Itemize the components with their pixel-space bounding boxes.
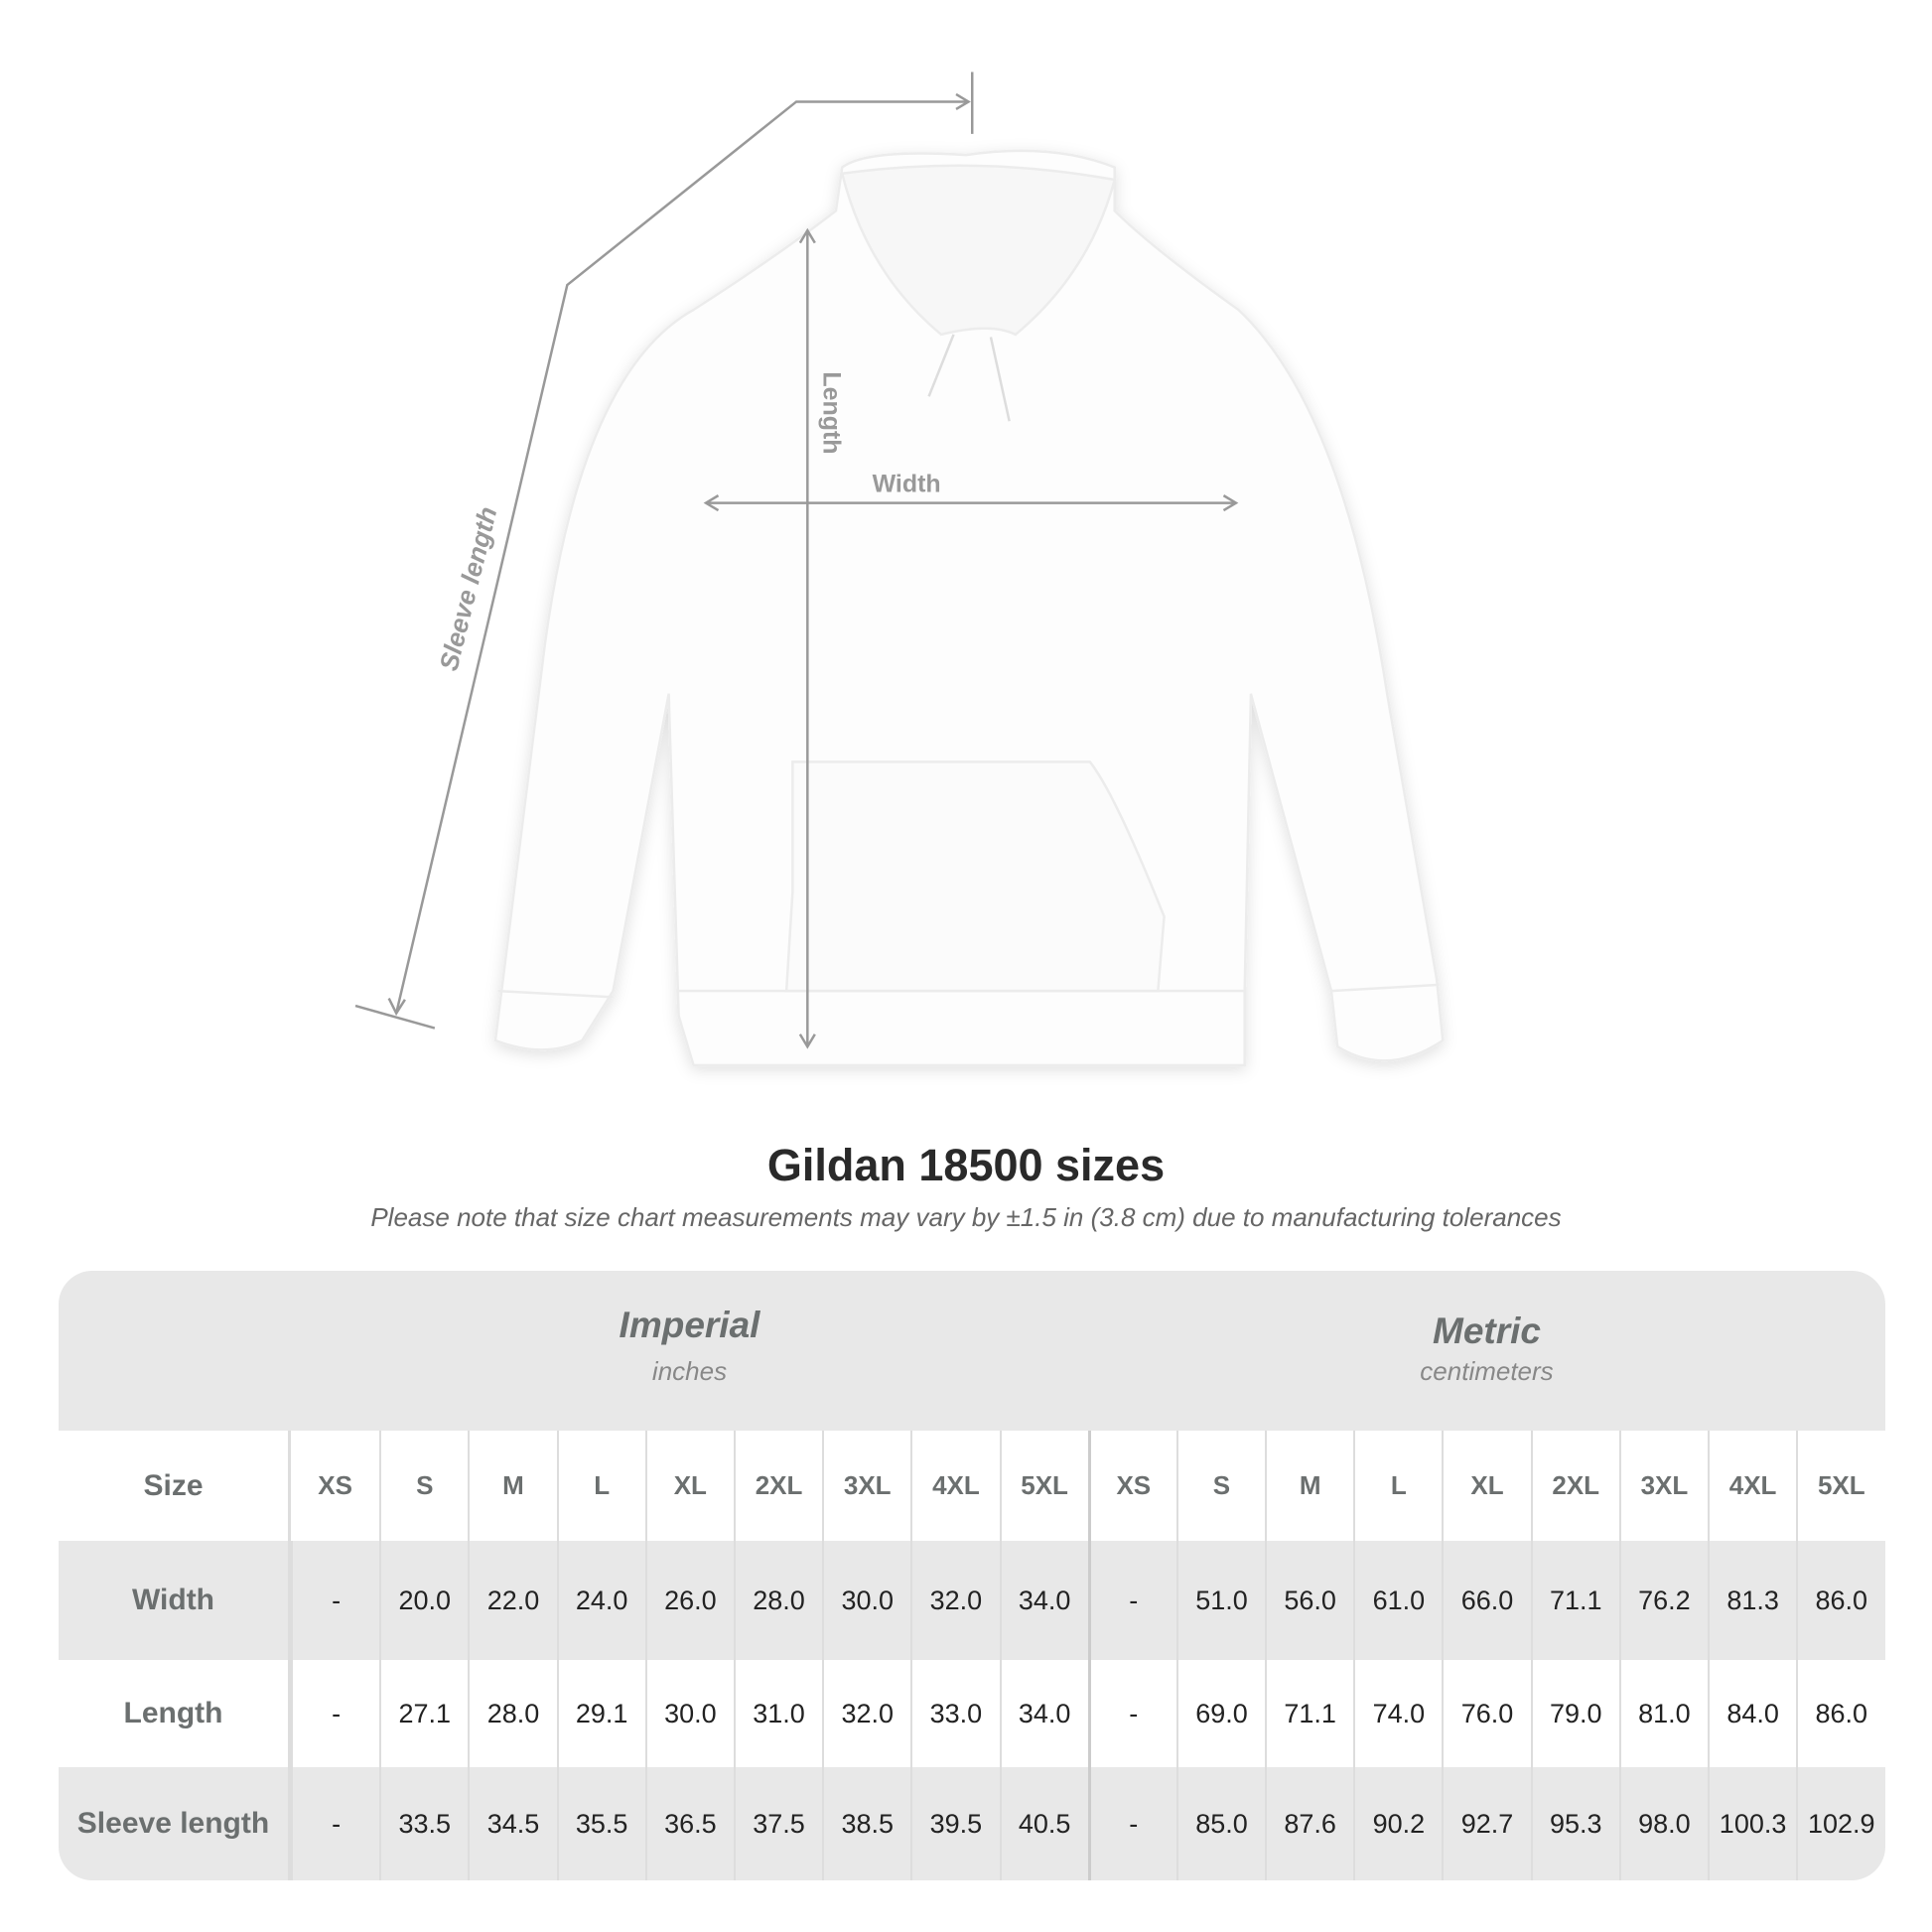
size-header-metric: XS — [1087, 1431, 1176, 1541]
size-header-metric: S — [1175, 1431, 1265, 1541]
value-cell-metric: 51.0 — [1175, 1541, 1265, 1660]
value-cell-imperial: 22.0 — [468, 1541, 556, 1660]
value-cell-imperial: - — [291, 1660, 379, 1767]
value-cell-metric: 92.7 — [1442, 1767, 1530, 1880]
value-cell-imperial: 27.1 — [379, 1660, 468, 1767]
value-cell-metric: 81.0 — [1618, 1660, 1708, 1767]
tolerance-note: Please note that size chart measurements… — [370, 1202, 1562, 1232]
value-cell-metric: - — [1087, 1660, 1176, 1767]
value-cell-metric: 86.0 — [1796, 1660, 1884, 1767]
size-header-metric: L — [1353, 1431, 1442, 1541]
metric-header: Metric centimeters — [1088, 1271, 1885, 1431]
value-cell-metric: 100.3 — [1708, 1767, 1796, 1880]
size-header-metric: XL — [1442, 1431, 1530, 1541]
value-cell-imperial: - — [291, 1767, 379, 1880]
value-cell-imperial: 39.5 — [910, 1767, 999, 1880]
value-cell-imperial: - — [291, 1541, 379, 1660]
imperial-unit: inches — [651, 1356, 728, 1386]
table-row: Width -20.0 22.0 24.0 26.0 28.0 30.0 32.0 34.0-5… — [59, 1541, 1885, 1660]
hoodie-measurement-diagram: Length Width Sleeve length — [354, 71, 1445, 1067]
value-cell-metric: 86.0 — [1796, 1541, 1884, 1660]
value-cell-metric: 71.1 — [1530, 1541, 1619, 1660]
size-table: Imperial inches Metric centimeters Size X… — [59, 1271, 1885, 1880]
value-cell-imperial: 24.0 — [556, 1541, 645, 1660]
value-cell-metric: 81.3 — [1708, 1541, 1796, 1660]
value-cell-metric: 69.0 — [1175, 1660, 1265, 1767]
size-header-imperial: XL — [644, 1431, 734, 1541]
value-cell-metric: 84.0 — [1708, 1660, 1796, 1767]
value-cell-metric: 66.0 — [1442, 1541, 1530, 1660]
size-header-imperial: 2XL — [733, 1431, 822, 1541]
value-cell-imperial: 28.0 — [468, 1660, 556, 1767]
value-cell-imperial: 34.0 — [999, 1541, 1088, 1660]
row-label: Width — [59, 1541, 291, 1660]
value-cell-imperial: 30.0 — [822, 1541, 910, 1660]
value-cell-metric: 74.0 — [1353, 1660, 1442, 1767]
value-cell-metric: 79.0 — [1530, 1660, 1619, 1767]
size-header-row: Size XS S M L XL 2XL 3XL 4XL 5XL XS S M L XL 2XL 3XL 4XL 5… — [59, 1431, 1885, 1541]
value-cell-metric: - — [1087, 1541, 1176, 1660]
imperial-title: Imperial — [619, 1305, 760, 1345]
size-header-imperial: 4XL — [910, 1431, 999, 1541]
value-cell-imperial: 32.0 — [822, 1660, 910, 1767]
value-cell-metric: 98.0 — [1618, 1767, 1708, 1880]
value-cell-metric: 85.0 — [1175, 1767, 1265, 1880]
width-label: Width — [873, 470, 941, 497]
value-cell-imperial: 38.5 — [822, 1767, 910, 1880]
table-row: Length -27.1 28.0 29.1 30.0 31.0 32.0 33.0 34.0-… — [59, 1660, 1885, 1767]
size-header-metric: M — [1265, 1431, 1353, 1541]
imperial-header: Imperial inches — [291, 1271, 1088, 1431]
value-cell-imperial: 37.5 — [733, 1767, 822, 1880]
metric-title: Metric — [1433, 1311, 1541, 1351]
row-label: Length — [59, 1660, 291, 1767]
value-cell-metric: 90.2 — [1353, 1767, 1442, 1880]
value-cell-imperial: 36.5 — [644, 1767, 734, 1880]
value-cell-imperial: 34.0 — [999, 1660, 1088, 1767]
value-cell-imperial: 20.0 — [379, 1541, 468, 1660]
size-header-imperial: L — [556, 1431, 645, 1541]
value-cell-imperial: 28.0 — [733, 1541, 822, 1660]
value-cell-metric: 76.2 — [1618, 1541, 1708, 1660]
size-header-metric: 4XL — [1708, 1431, 1796, 1541]
size-header-imperial: S — [379, 1431, 468, 1541]
row-label: Sleeve length — [59, 1767, 291, 1880]
value-cell-imperial: 35.5 — [556, 1767, 645, 1880]
table-row: Sleeve length -33.5 34.5 35.5 36.5 37.5 38.5 39… — [59, 1767, 1885, 1880]
value-cell-imperial: 33.0 — [910, 1660, 999, 1767]
size-header-metric: 2XL — [1530, 1431, 1619, 1541]
size-header-imperial: 3XL — [822, 1431, 910, 1541]
value-cell-imperial: 31.0 — [733, 1660, 822, 1767]
size-header-metric: 3XL — [1618, 1431, 1708, 1541]
size-header-imperial: M — [468, 1431, 556, 1541]
page-title: Gildan 18500 sizes — [766, 1140, 1166, 1190]
value-cell-imperial: 29.1 — [556, 1660, 645, 1767]
value-cell-metric: 76.0 — [1442, 1660, 1530, 1767]
measurement-lines — [354, 71, 1239, 1049]
sleeve-length-label: Sleeve length — [434, 503, 503, 673]
value-cell-imperial: 32.0 — [910, 1541, 999, 1660]
value-cell-metric: 87.6 — [1265, 1767, 1353, 1880]
value-cell-metric: 71.1 — [1265, 1660, 1353, 1767]
value-cell-metric: 61.0 — [1353, 1541, 1442, 1660]
size-header-imperial: 5XL — [999, 1431, 1088, 1541]
value-cell-metric: 95.3 — [1530, 1767, 1619, 1880]
value-cell-imperial: 33.5 — [379, 1767, 468, 1880]
value-cell-imperial: 40.5 — [999, 1767, 1088, 1880]
value-cell-imperial: 30.0 — [644, 1660, 734, 1767]
value-cell-metric: - — [1087, 1767, 1176, 1880]
metric-unit: centimeters — [1420, 1356, 1554, 1386]
row-label: Size — [59, 1431, 291, 1541]
size-header-metric: 5XL — [1796, 1431, 1884, 1541]
hoodie-image — [493, 149, 1445, 1067]
value-cell-metric: 102.9 — [1796, 1767, 1884, 1880]
size-header-imperial: XS — [318, 1470, 352, 1500]
length-label: Length — [818, 371, 846, 454]
value-cell-imperial: 26.0 — [644, 1541, 734, 1660]
value-cell-metric: 56.0 — [1265, 1541, 1353, 1660]
value-cell-imperial: 34.5 — [468, 1767, 556, 1880]
